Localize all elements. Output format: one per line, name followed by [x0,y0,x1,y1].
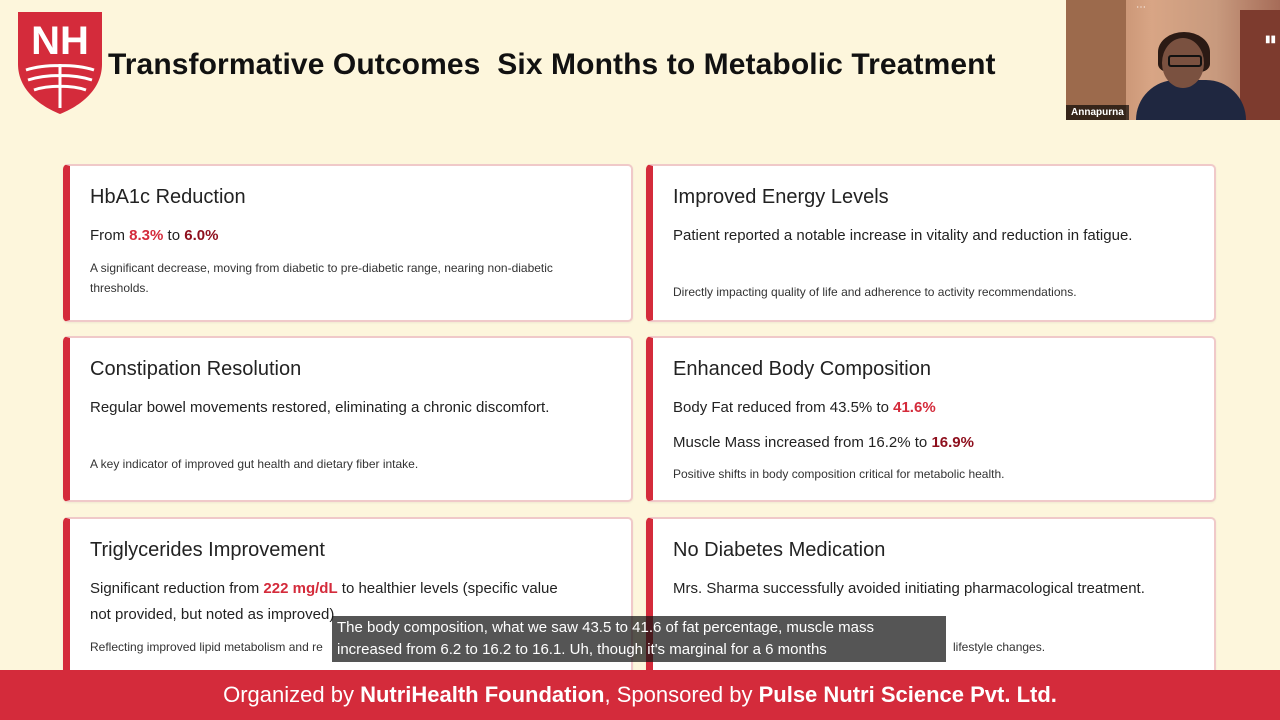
caption-line-1: The body composition, what we saw 43.5 t… [337,619,874,636]
caption-line-2: increased from 6.2 to 16.2 to 16.1. Uh, … [337,641,827,658]
card-title: Constipation Resolution [90,358,302,380]
card-value-line-2: not provided, but noted as improved) [90,606,335,623]
muscle-mass-line: Muscle Mass increased from 16.2% to 16.9… [673,434,974,451]
participant-video-tile[interactable]: ⋯ ▮▮ Annapurna [1066,0,1280,120]
organizer-name: NutriHealth Foundation [360,682,605,707]
footer-banner: Organized by NutriHealth Foundation, Spo… [0,670,1280,720]
card-constipation: Constipation Resolution Regular bowel mo… [63,336,633,502]
sponsor-name: Pulse Nutri Science Pvt. Ltd. [758,682,1057,707]
card-title: Improved Energy Levels [673,186,889,208]
body-fat-value: 41.6% [893,399,936,416]
card-title: HbA1c Reduction [90,186,246,208]
card-title: No Diabetes Medication [673,539,886,561]
card-hba1c: HbA1c Reduction From 8.3% to 6.0% A sign… [63,164,633,322]
card-title: Enhanced Body Composition [673,358,931,380]
logo-text: NH [31,19,89,63]
card-description: Patient reported a notable increase in v… [673,227,1133,244]
hba1c-to: 6.0% [184,227,219,244]
card-value-line: Significant reduction from 222 mg/dL to … [90,580,558,597]
card-note: A key indicator of improved gut health a… [90,457,419,471]
muscle-mass-value: 16.9% [931,434,974,451]
card-body-composition: Enhanced Body Composition Body Fat reduc… [646,336,1216,502]
live-caption: The body composition, what we saw 43.5 t… [332,616,946,662]
nh-logo: NH [14,8,106,116]
sidebar-toggle-icon[interactable]: ▮▮ [1264,34,1276,45]
hba1c-from: 8.3% [129,227,164,244]
card-description: Regular bowel movements restored, elimin… [90,399,550,416]
glasses-icon [1168,55,1202,67]
triglycerides-value: 222 mg/dL [263,580,338,597]
card-note: Positive shifts in body composition crit… [673,467,1005,481]
page-title: Transformative Outcomes Six Months to Me… [108,48,996,81]
card-description: Mrs. Sharma successfully avoided initiat… [673,580,1145,597]
more-options-icon[interactable]: ⋯ [1136,2,1146,13]
card-triglycerides: Triglycerides Improvement Significant re… [63,517,633,675]
card-value-line: From 8.3% to 6.0% [90,227,219,244]
card-note: lifestyle changes. [953,640,1046,654]
card-note: A significant decrease, moving from diab… [90,261,553,295]
participant-name: Annapurna [1066,105,1129,120]
body-fat-line: Body Fat reduced from 43.5% to 41.6% [673,399,936,416]
card-energy: Improved Energy Levels Patient reported … [646,164,1216,322]
card-title: Triglycerides Improvement [90,539,325,561]
card-note: Reflecting improved lipid metabolism and… [90,640,323,654]
card-note: Directly impacting quality of life and a… [673,285,1077,299]
